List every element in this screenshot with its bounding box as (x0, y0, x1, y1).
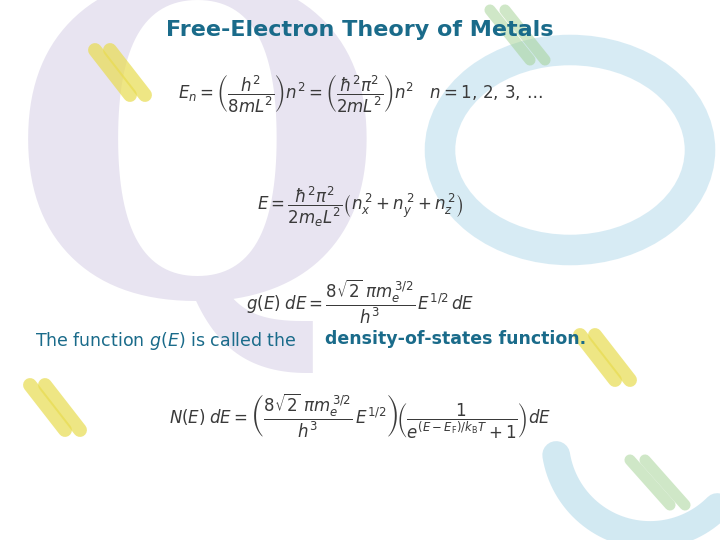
Text: $E_n = \left(\dfrac{h^2}{8mL^2}\right)n^2 = \left(\dfrac{\hbar^2\pi^2}{2mL^2}\ri: $E_n = \left(\dfrac{h^2}{8mL^2}\right)n^… (178, 74, 542, 116)
Text: density-of-states function.: density-of-states function. (325, 330, 586, 348)
Text: Free-Electron Theory of Metals: Free-Electron Theory of Metals (166, 20, 554, 40)
Text: The function $g(E)$ is called the: The function $g(E)$ is called the (35, 330, 297, 352)
Text: $N(E)\; dE = \left(\dfrac{8\sqrt{2}\;\pi m_e^{\,3/2}}{h^3}\, E^{1/2}\right)\!\le: $N(E)\; dE = \left(\dfrac{8\sqrt{2}\;\pi… (169, 392, 551, 441)
Text: $g(E)\; dE = \dfrac{8\sqrt{2}\;\pi m_e^{\,3/2}}{h^3}\, E^{1/2}\, dE$: $g(E)\; dE = \dfrac{8\sqrt{2}\;\pi m_e^{… (246, 278, 474, 326)
Text: $E = \dfrac{\hbar^2\pi^2}{2m_eL^2}\left(n_x^{\,2} + n_y^{\,2} + n_z^{\,2}\right): $E = \dfrac{\hbar^2\pi^2}{2m_eL^2}\left(… (257, 185, 463, 230)
Text: Q: Q (10, 0, 385, 385)
